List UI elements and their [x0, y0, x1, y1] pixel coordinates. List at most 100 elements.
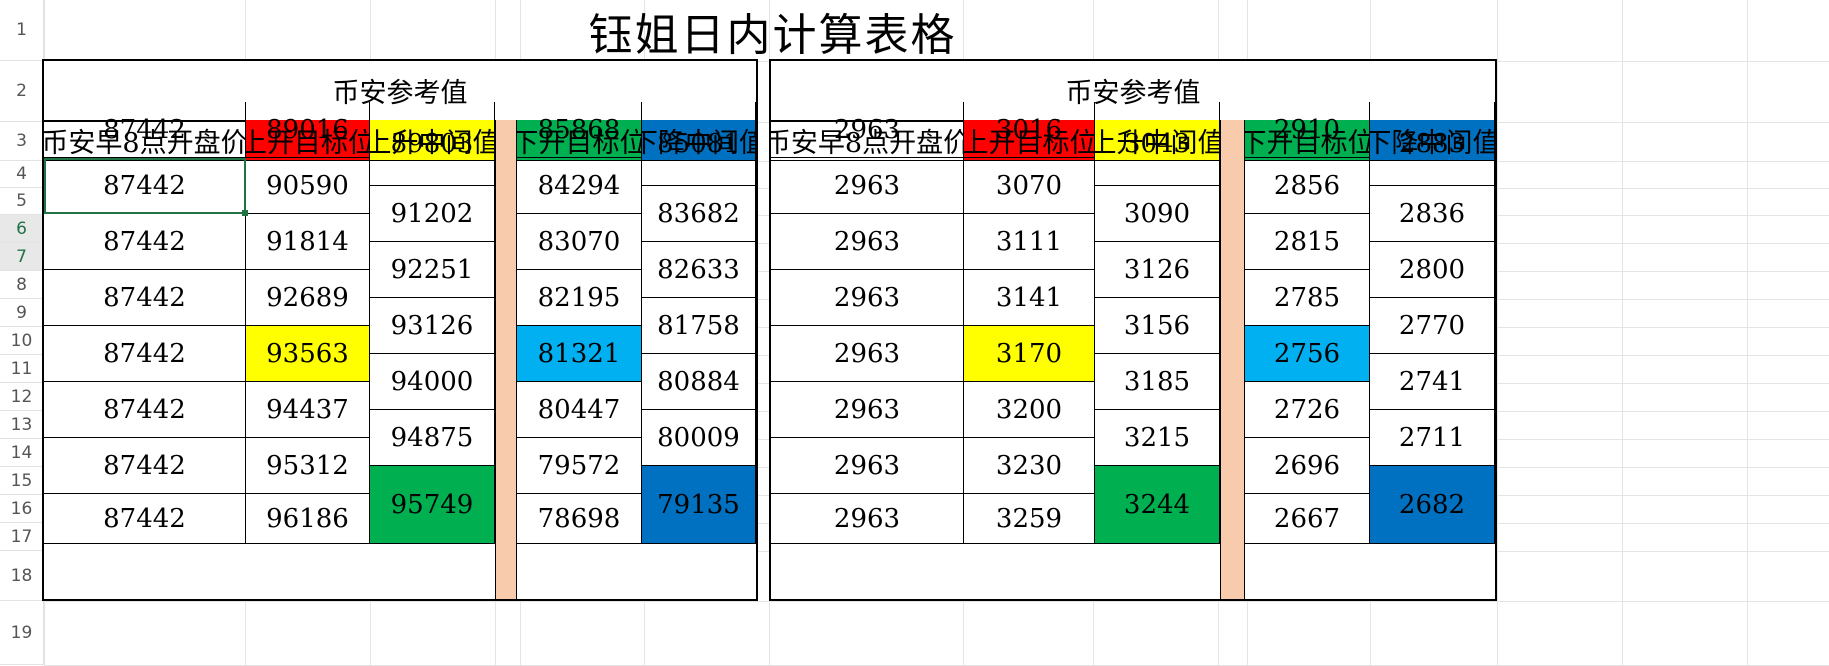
- cell-up-mid[interactable]: 94875: [370, 410, 495, 466]
- cell-open-price[interactable]: 87442: [44, 382, 246, 438]
- header-cell[interactable]: 下降中间值: [642, 120, 756, 161]
- cell-up-mid[interactable]: 89803: [370, 102, 495, 186]
- cell-open-price[interactable]: 87442: [44, 326, 246, 382]
- cell-up-mid[interactable]: 3156: [1095, 298, 1220, 354]
- header-cell[interactable]: 上开目标位: [964, 120, 1095, 161]
- cell-down-target[interactable]: 80447: [517, 382, 642, 438]
- cell-up-mid[interactable]: 3126: [1095, 242, 1220, 298]
- cell-open-price[interactable]: 2963: [771, 270, 964, 326]
- row-number[interactable]: 14: [0, 439, 44, 467]
- header-cell[interactable]: 上升中间值: [1095, 120, 1220, 161]
- cell-down-mid[interactable]: 2741: [1370, 354, 1495, 410]
- cell-down-target[interactable]: 79572: [517, 438, 642, 494]
- row-number[interactable]: 18: [0, 551, 44, 601]
- row-number[interactable]: 10: [0, 327, 44, 355]
- row-number[interactable]: 1: [0, 0, 44, 61]
- cell-down-target[interactable]: 2726: [1245, 382, 1370, 438]
- row-number[interactable]: 5: [0, 188, 44, 215]
- cell-open-price[interactable]: 2963: [771, 326, 964, 382]
- cell-down-target[interactable]: 2856: [1245, 158, 1370, 214]
- cell-down-target[interactable]: 2696: [1245, 438, 1370, 494]
- cell-up-mid[interactable]: 93126: [370, 298, 495, 354]
- cell-up-target[interactable]: 90590: [246, 158, 370, 214]
- cell-open-price[interactable]: 87442: [44, 102, 246, 158]
- cell-down-mid[interactable]: 2682: [1370, 466, 1495, 544]
- cell-up-mid[interactable]: 3215: [1095, 410, 1220, 466]
- cell-open-price[interactable]: 2963: [771, 102, 964, 158]
- header-cell[interactable]: 下降中间值: [1370, 120, 1495, 161]
- cell-down-mid[interactable]: 2770: [1370, 298, 1495, 354]
- header-cell[interactable]: 币安早8点开盘价: [44, 120, 246, 161]
- row-number[interactable]: 19: [0, 601, 44, 665]
- cell-down-mid[interactable]: 2711: [1370, 410, 1495, 466]
- row-number[interactable]: 11: [0, 355, 44, 383]
- cell-down-target[interactable]: 85868: [517, 102, 642, 158]
- cell-up-target[interactable]: 3230: [964, 438, 1095, 494]
- cell-down-mid[interactable]: 2836: [1370, 186, 1495, 242]
- row-number[interactable]: 4: [0, 161, 44, 188]
- cell-down-target[interactable]: 2910: [1245, 102, 1370, 158]
- row-number[interactable]: 16: [0, 495, 44, 523]
- cell-up-target[interactable]: 3200: [964, 382, 1095, 438]
- cell-up-target[interactable]: 3070: [964, 158, 1095, 214]
- header-cell[interactable]: 下开目标位: [1245, 120, 1370, 161]
- cell-down-target[interactable]: 78698: [517, 494, 642, 544]
- cell-up-target[interactable]: 3170: [964, 326, 1095, 382]
- cell-up-mid[interactable]: 3043: [1095, 102, 1220, 186]
- header-cell[interactable]: 上升中间值: [370, 120, 495, 161]
- cell-down-mid[interactable]: 82633: [642, 242, 756, 298]
- cell-up-target[interactable]: 94437: [246, 382, 370, 438]
- cell-down-target[interactable]: 82195: [517, 270, 642, 326]
- fill-handle[interactable]: [242, 210, 248, 216]
- cell-open-price[interactable]: 87442: [44, 214, 246, 270]
- row-number[interactable]: 3: [0, 122, 44, 161]
- row-number[interactable]: 12: [0, 383, 44, 411]
- cell-up-mid[interactable]: 94000: [370, 354, 495, 410]
- row-number[interactable]: 17: [0, 523, 44, 551]
- cell-up-target[interactable]: 89016: [246, 102, 370, 158]
- row-number[interactable]: 6: [0, 215, 44, 243]
- cell-open-price[interactable]: 87442: [44, 270, 246, 326]
- cell-up-target[interactable]: 3141: [964, 270, 1095, 326]
- cell-up-mid[interactable]: 3090: [1095, 186, 1220, 242]
- cell-down-target[interactable]: 2815: [1245, 214, 1370, 270]
- cell-down-mid[interactable]: 80009: [642, 410, 756, 466]
- cell-up-mid[interactable]: 3244: [1095, 466, 1220, 544]
- cell-down-mid[interactable]: 79135: [642, 466, 756, 544]
- cell-up-mid[interactable]: 92251: [370, 242, 495, 298]
- cell-down-target[interactable]: 2756: [1245, 326, 1370, 382]
- cell-up-target[interactable]: 3016: [964, 102, 1095, 158]
- cell-up-target[interactable]: 96186: [246, 494, 370, 544]
- cell-up-target[interactable]: 3259: [964, 494, 1095, 544]
- cell-open-price[interactable]: 2963: [771, 382, 964, 438]
- cell-up-mid[interactable]: 91202: [370, 186, 495, 242]
- cell-open-price[interactable]: 87442: [44, 158, 246, 214]
- cell-up-mid[interactable]: 3185: [1095, 354, 1220, 410]
- cell-open-price[interactable]: 87442: [44, 438, 246, 494]
- cell-up-target[interactable]: 92689: [246, 270, 370, 326]
- cell-down-mid[interactable]: 81758: [642, 298, 756, 354]
- row-number[interactable]: 13: [0, 411, 44, 439]
- cell-open-price[interactable]: 2963: [771, 438, 964, 494]
- row-number[interactable]: 2: [0, 61, 44, 122]
- row-number[interactable]: 8: [0, 271, 44, 299]
- cell-up-target[interactable]: 3111: [964, 214, 1095, 270]
- cell-up-target[interactable]: 91814: [246, 214, 370, 270]
- cell-down-mid[interactable]: 80884: [642, 354, 756, 410]
- cell-down-target[interactable]: 2785: [1245, 270, 1370, 326]
- row-number[interactable]: 15: [0, 467, 44, 495]
- cell-down-mid[interactable]: 85081: [642, 102, 756, 186]
- cell-up-mid[interactable]: 95749: [370, 466, 495, 544]
- cell-down-mid[interactable]: 83682: [642, 186, 756, 242]
- cell-down-mid[interactable]: 2800: [1370, 242, 1495, 298]
- cell-up-target[interactable]: 93563: [246, 326, 370, 382]
- cell-open-price[interactable]: 2963: [771, 214, 964, 270]
- cell-down-target[interactable]: 81321: [517, 326, 642, 382]
- cell-down-mid[interactable]: 2883: [1370, 102, 1495, 186]
- cell-down-target[interactable]: 84294: [517, 158, 642, 214]
- cell-open-price[interactable]: 2963: [771, 494, 964, 544]
- cell-up-target[interactable]: 95312: [246, 438, 370, 494]
- row-number[interactable]: 9: [0, 299, 44, 327]
- header-cell[interactable]: 上开目标位: [246, 120, 370, 161]
- cell-open-price[interactable]: 87442: [44, 494, 246, 544]
